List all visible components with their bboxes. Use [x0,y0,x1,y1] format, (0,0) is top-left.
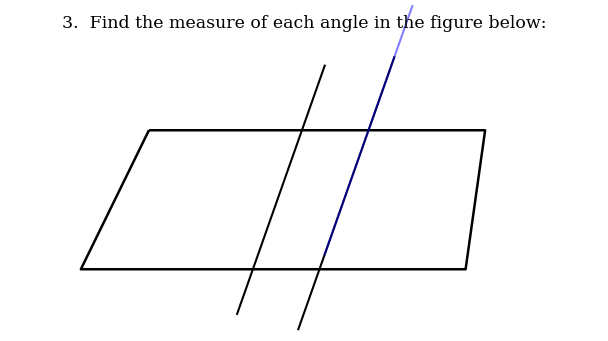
Text: 3.  Find the measure of each angle in the figure below:: 3. Find the measure of each angle in the… [62,15,546,32]
